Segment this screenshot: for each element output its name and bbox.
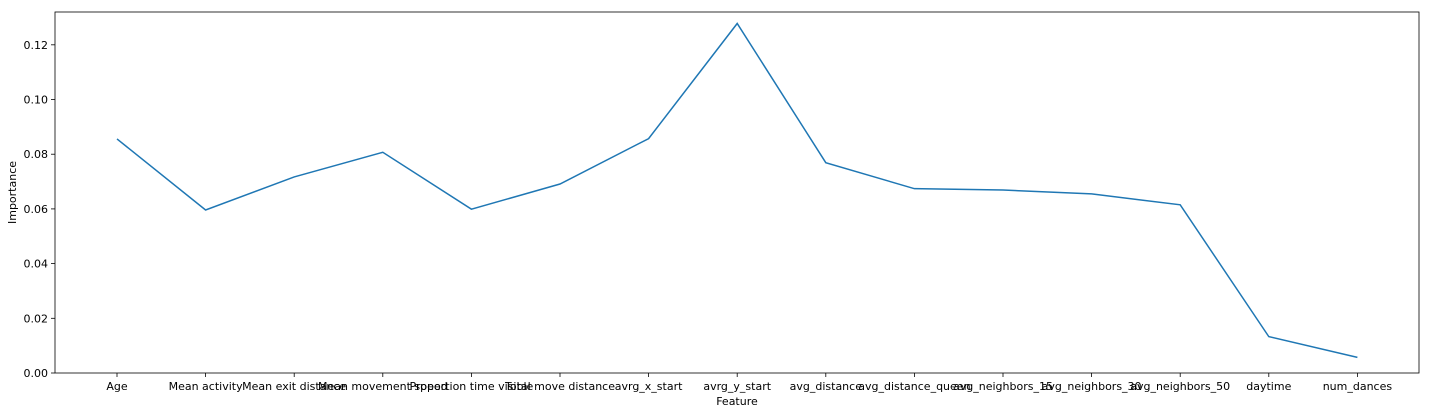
x-tick-label: Age <box>106 380 128 393</box>
y-tick-label: 0.06 <box>24 203 49 216</box>
y-tick-label: 0.04 <box>24 258 49 271</box>
y-axis-ticks: 0.00 0.02 0.04 0.06 0.08 0.10 0.12 <box>24 39 55 380</box>
x-tick-label: avrg_y_start <box>703 380 771 393</box>
x-tick-label: Mean movement speed <box>318 380 448 393</box>
x-tick-label: Mean exit distance <box>242 380 346 393</box>
x-tick-label: Mean activity <box>169 380 244 393</box>
x-tick-label: avrg_x_start <box>615 380 683 393</box>
x-tick-label: num_dances <box>1323 380 1393 393</box>
x-tick-label: avg_distance_queen <box>858 380 970 393</box>
plot-area <box>55 12 1419 373</box>
y-tick-label: 0.12 <box>24 39 49 52</box>
x-tick-label: avg_neighbors_30 <box>1042 380 1142 393</box>
y-tick-label: 0.10 <box>24 94 49 107</box>
y-axis-label: Importance <box>6 161 19 224</box>
x-tick-label: avg_neighbors_50 <box>1130 380 1230 393</box>
y-tick-label: 0.02 <box>24 312 49 325</box>
x-tick-label: Total move distance <box>504 380 615 393</box>
x-axis-label: Feature <box>716 395 758 408</box>
x-tick-label: daytime <box>1246 380 1291 393</box>
x-tick-label: avg_neighbors_15 <box>953 380 1053 393</box>
series-line <box>116 22 1358 359</box>
plot-frame <box>54 11 1420 374</box>
x-tick-label: Proportion time visible <box>410 380 534 393</box>
x-tick-label: avg_distance <box>790 380 863 393</box>
y-tick-label: 0.00 <box>24 367 49 380</box>
y-tick-label: 0.08 <box>24 148 49 161</box>
